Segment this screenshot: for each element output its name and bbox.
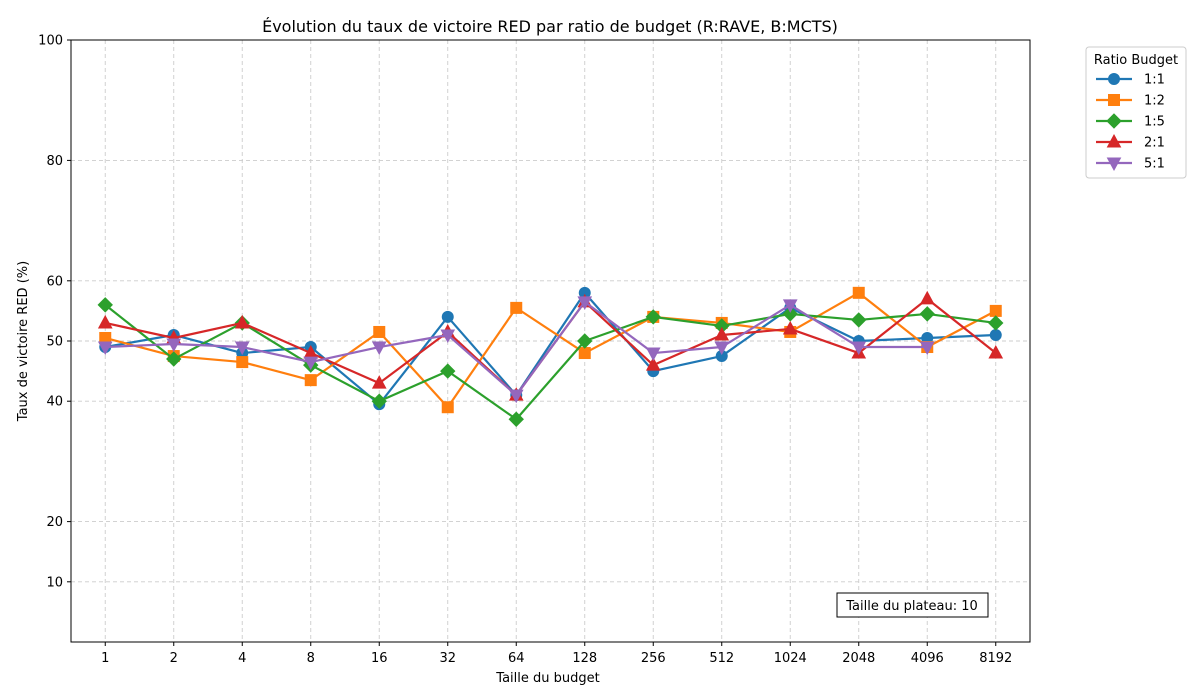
x-tick-label: 2: [170, 651, 178, 666]
data-point: [234, 314, 250, 329]
legend-marker: [1106, 133, 1122, 148]
legend-title: Ratio Budget: [1094, 53, 1178, 68]
data-point: [645, 347, 661, 362]
data-point: [371, 341, 387, 356]
grid: [71, 39, 1030, 642]
data-point: [510, 301, 523, 314]
data-point: [373, 325, 386, 338]
data-point: [851, 341, 867, 356]
series-5-1: [97, 296, 935, 404]
data-point: [303, 356, 319, 371]
legend-label: 2:1: [1144, 136, 1165, 151]
x-tick-label: 256: [641, 651, 666, 666]
data-point: [919, 290, 935, 305]
legend-item: 1:1: [1096, 73, 1165, 88]
x-tick-label: 4: [238, 651, 246, 666]
data-point: [441, 401, 454, 414]
legend-marker: [1106, 157, 1122, 172]
data-point: [852, 286, 865, 299]
x-tick-label: 2048: [842, 651, 875, 666]
chart-title: Évolution du taux de victoire RED par ra…: [262, 17, 838, 36]
legend-label: 5:1: [1144, 157, 1165, 172]
data-point: [440, 363, 456, 379]
y-axis-title: Taux de victoire RED (%): [16, 261, 31, 422]
data-point: [97, 341, 113, 356]
legend-marker: [1106, 113, 1122, 129]
data-point: [782, 320, 798, 335]
data-point: [577, 296, 593, 310]
data-point: [371, 375, 387, 389]
data-point: [989, 304, 1002, 317]
data-point: [782, 299, 798, 313]
data-point: [166, 351, 182, 367]
annotation-box: Taille du plateau: 10: [836, 592, 989, 618]
legend: Ratio Budget 1:1 1:2 1:5 2:1 5:1: [1085, 46, 1187, 179]
data-point: [97, 297, 113, 313]
y-tick-label: 10: [46, 575, 63, 590]
data-point: [508, 389, 524, 404]
series-1-5: [97, 297, 1004, 427]
data-point: [578, 347, 591, 360]
data-point: [988, 344, 1004, 359]
legend-item: 2:1: [1096, 133, 1165, 151]
x-tick-label: 8192: [979, 651, 1012, 666]
data-point: [440, 329, 456, 344]
legend-item: 1:5: [1096, 113, 1165, 130]
legend-item: 5:1: [1096, 157, 1165, 172]
data-point: [988, 315, 1004, 331]
series-line: [105, 291, 996, 406]
data-point: [441, 310, 454, 323]
x-tick-label: 64: [508, 651, 525, 666]
y-tick-label: 60: [46, 274, 63, 289]
data-point: [236, 356, 249, 369]
data-point: [234, 341, 250, 356]
series-line: [104, 291, 997, 409]
y-tick-label: 100: [38, 34, 63, 49]
legend-label: 1:2: [1144, 94, 1165, 109]
x-tick-label: 1024: [774, 651, 807, 666]
y-tick-label: 40: [46, 395, 63, 410]
x-tick-label: 8: [307, 651, 315, 666]
x-tick-label: 16: [371, 651, 388, 666]
y-tick-label: 80: [46, 154, 63, 169]
y-tick-label: 50: [46, 335, 63, 350]
legend-label: 1:1: [1144, 73, 1165, 88]
annotation-text: Taille du plateau: 10: [845, 599, 978, 614]
x-tick-label: 512: [709, 651, 734, 666]
y-tick-label: 20: [46, 515, 63, 530]
x-tick-label: 4096: [911, 651, 944, 666]
x-tick-label: 128: [572, 651, 597, 666]
data-point: [989, 328, 1002, 341]
legend-item: 1:2: [1096, 94, 1165, 109]
data-point: [919, 306, 935, 322]
data-point: [645, 357, 661, 371]
data-point: [508, 411, 524, 427]
series-group: [97, 286, 1004, 427]
data-point: [97, 314, 113, 329]
data-point: [577, 333, 593, 349]
legend-marker: [1108, 94, 1120, 106]
legend-label: 1:5: [1144, 115, 1165, 130]
x-axis-title: Taille du budget: [495, 671, 599, 686]
x-tick-label: 32: [439, 651, 456, 666]
data-point: [714, 341, 730, 356]
x-tick-label: 1: [101, 651, 109, 666]
data-point: [371, 393, 387, 409]
data-point: [782, 306, 798, 322]
data-point: [166, 338, 182, 353]
axes: 10 20 40 50 60 80 100 1 2 4 8 16 32 64 128 256 512 1024 20…: [38, 34, 1031, 666]
data-point: [851, 312, 867, 328]
data-point: [645, 309, 661, 325]
annotation-frame: [836, 592, 989, 618]
legend-marker: [1108, 73, 1120, 85]
data-point: [919, 341, 935, 356]
series-line: [104, 304, 996, 421]
data-point: [304, 374, 317, 387]
data-point: [714, 326, 730, 341]
